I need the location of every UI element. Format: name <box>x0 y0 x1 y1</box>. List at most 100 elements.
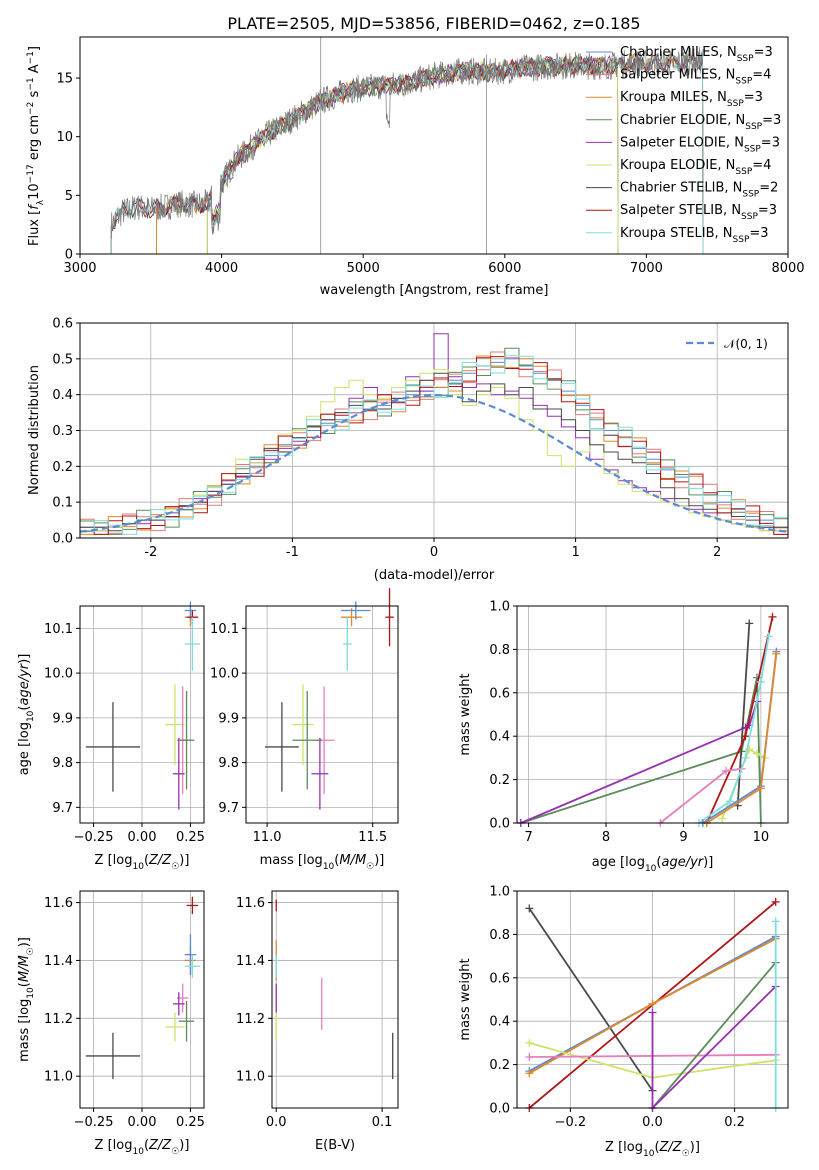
tick-label-y: 0.2 <box>52 460 73 475</box>
series-marker <box>525 1038 534 1047</box>
tick-label-y: 9.8 <box>218 756 239 771</box>
tick-label-y: 0.6 <box>489 971 510 986</box>
spectrum-legend: Chabrier MILES, NSSP=3 Salpeter MILES, NS… <box>586 45 781 245</box>
tick-label-y: 10.0 <box>44 667 73 682</box>
series-marker <box>771 917 780 926</box>
series-marker <box>718 814 727 823</box>
mass_vs_ebv-frame <box>271 890 399 1109</box>
age_vs_mass-points <box>265 588 394 810</box>
tick-label-y: 11.6 <box>44 896 73 911</box>
tick-label-x: -1 <box>286 545 299 560</box>
tick-label-y: 0.2 <box>489 1058 510 1073</box>
tick-label-y: 10.0 <box>210 667 239 682</box>
tick-label-y: 0.0 <box>489 1102 510 1117</box>
tick-label-x: 1 <box>571 545 579 560</box>
series-line <box>736 623 751 806</box>
tick-label-y: 11.4 <box>236 954 265 969</box>
mass_weight_vs_Z-lines <box>525 897 780 1112</box>
tick-label-y: 0.4 <box>489 1015 510 1030</box>
tick-label-y: 0.1 <box>52 496 73 511</box>
tick-label-x: 9 <box>679 830 687 845</box>
tick-label-x: 5000 <box>347 261 380 276</box>
series-line <box>651 985 777 1111</box>
series-marker <box>772 649 781 658</box>
legend-entry: 𝒩(0, 1) <box>724 337 768 351</box>
spectrum-plot <box>110 37 704 254</box>
series-line <box>651 962 777 1109</box>
series-line <box>520 677 762 824</box>
series-marker <box>525 904 534 913</box>
series-marker <box>725 797 734 806</box>
tick-label-y: 5 <box>65 189 73 204</box>
tick-label-y: 11.0 <box>44 1070 73 1085</box>
legend-entry: Chabrier ELODIE, NSSP=3 <box>620 113 781 132</box>
tick-label-y: 0.6 <box>489 686 510 701</box>
series-marker <box>741 732 750 741</box>
age_vs_Z-axes: −0.25 0.00 0.25 9.7 9.8 9.9 10.0 10.1 Z [log10(Z… <box>17 601 205 872</box>
tick-label-x: 0.25 <box>176 1115 205 1130</box>
tick-label-x: 7000 <box>630 261 663 276</box>
mass_vs_ebv-xlabel: E(B-V) <box>315 1138 355 1153</box>
model-spectrum-line <box>110 51 704 254</box>
series-marker <box>722 766 731 775</box>
histogram-step <box>80 355 788 538</box>
tick-label-x: 8000 <box>771 261 804 276</box>
legend-entry: Kroupa MILES, NSSP=3 <box>620 90 763 109</box>
mass_weight_vs_Z-ylabel: mass weight <box>458 958 473 1040</box>
age_vs_Z-frame <box>79 605 205 824</box>
tick-label-y: 9.7 <box>218 801 239 816</box>
mass_vs_ebv-axes: 0.0 0.1 11.0 11.2 11.4 11.6 E(B-V) <box>236 890 399 1153</box>
tick-label-y: 9.9 <box>52 711 73 726</box>
tick-label-y: 0.5 <box>52 352 73 367</box>
series-marker <box>648 999 657 1008</box>
mass_vs_ebv-points <box>275 899 394 1080</box>
spectrum-xlabel: wavelength [Angstrom, rest frame] <box>320 283 549 298</box>
tick-label-x: 0.0 <box>642 1115 663 1130</box>
hist-legend: 𝒩(0, 1) <box>686 337 768 351</box>
tick-label-x: 11.5 <box>358 830 387 845</box>
mass_weight_vs_Z-xlabel: Z [log10(Z/Z☉)] <box>605 1140 700 1159</box>
tick-label-y: 11.2 <box>236 1012 265 1027</box>
series-line <box>702 651 778 824</box>
tick-label-y: 0 <box>65 248 73 263</box>
series-marker <box>756 784 765 793</box>
tick-label-x: 0 <box>430 545 438 560</box>
tick-label-y: 11.6 <box>236 896 265 911</box>
series-line <box>520 701 758 824</box>
age_vs_mass-xlabel: mass [log10(M/M☉)] <box>260 853 385 872</box>
spectrum-axes: 3000 4000 5000 6000 7000 8000 0 5 10 15 wavelength… <box>26 36 805 298</box>
tick-label-x: 4000 <box>205 261 238 276</box>
spectrum-ylabel: Flux [fλ10−17 erg cm−2 s−1 A−1] <box>26 46 46 246</box>
tick-label-x: 11.0 <box>253 830 282 845</box>
tick-label-y: 9.8 <box>52 756 73 771</box>
mass_weight_vs_Z-axes: −0.2 0.0 0.2 0.0 0.2 0.4 0.6 0.8 1.0 Z [log10(Z/Z… <box>458 885 789 1159</box>
hist-ylabel: Normed distribution <box>27 365 42 495</box>
mass_vs_Z-axes: −0.25 0.00 0.25 11.0 11.2 11.4 11.6 Z [log10(Z/… <box>17 890 205 1157</box>
tick-label-x: -2 <box>144 545 157 560</box>
tick-label-y: 0.4 <box>52 388 73 403</box>
tick-label-y: 0.8 <box>489 928 510 943</box>
tick-label-y: 11.0 <box>236 1070 265 1085</box>
legend-entry: Kroupa STELIB, NSSP=3 <box>620 226 769 245</box>
tick-label-x: 8 <box>602 830 610 845</box>
tick-label-y: 0.0 <box>52 532 73 547</box>
legend-entry: Salpeter STELIB, NSSP=3 <box>620 203 777 222</box>
tick-label-y: 0.2 <box>489 773 510 788</box>
tick-label-y: 11.4 <box>44 954 73 969</box>
tick-label-x: 0.1 <box>372 1115 393 1130</box>
residuals-axes: -2 -1 0 1 2 0.0 0.1 0.2 0.3 0.4 0.5 0.6 (data-model)… <box>27 317 789 583</box>
tick-label-y: 9.7 <box>52 801 73 816</box>
tick-label-x: 0.0 <box>266 1115 287 1130</box>
series-marker <box>648 1008 657 1017</box>
tick-label-x: 2 <box>713 545 721 560</box>
spectrum-frame <box>79 36 789 255</box>
series-marker <box>745 619 754 628</box>
tick-label-x: 0.25 <box>176 830 205 845</box>
mass_weight_vs_age-axes: 7 8 9 10 0.0 0.2 0.4 0.6 0.8 1.0 age [log10(age/yr… <box>458 600 789 874</box>
series-marker <box>753 749 762 758</box>
model-spectrum-line <box>110 52 704 254</box>
tick-label-y: 10.1 <box>44 622 73 637</box>
tick-label-y: 11.2 <box>44 1012 73 1027</box>
tick-label-y: 10 <box>56 130 73 145</box>
legend-entry: Chabrier STELIB, NSSP=2 <box>620 181 778 200</box>
